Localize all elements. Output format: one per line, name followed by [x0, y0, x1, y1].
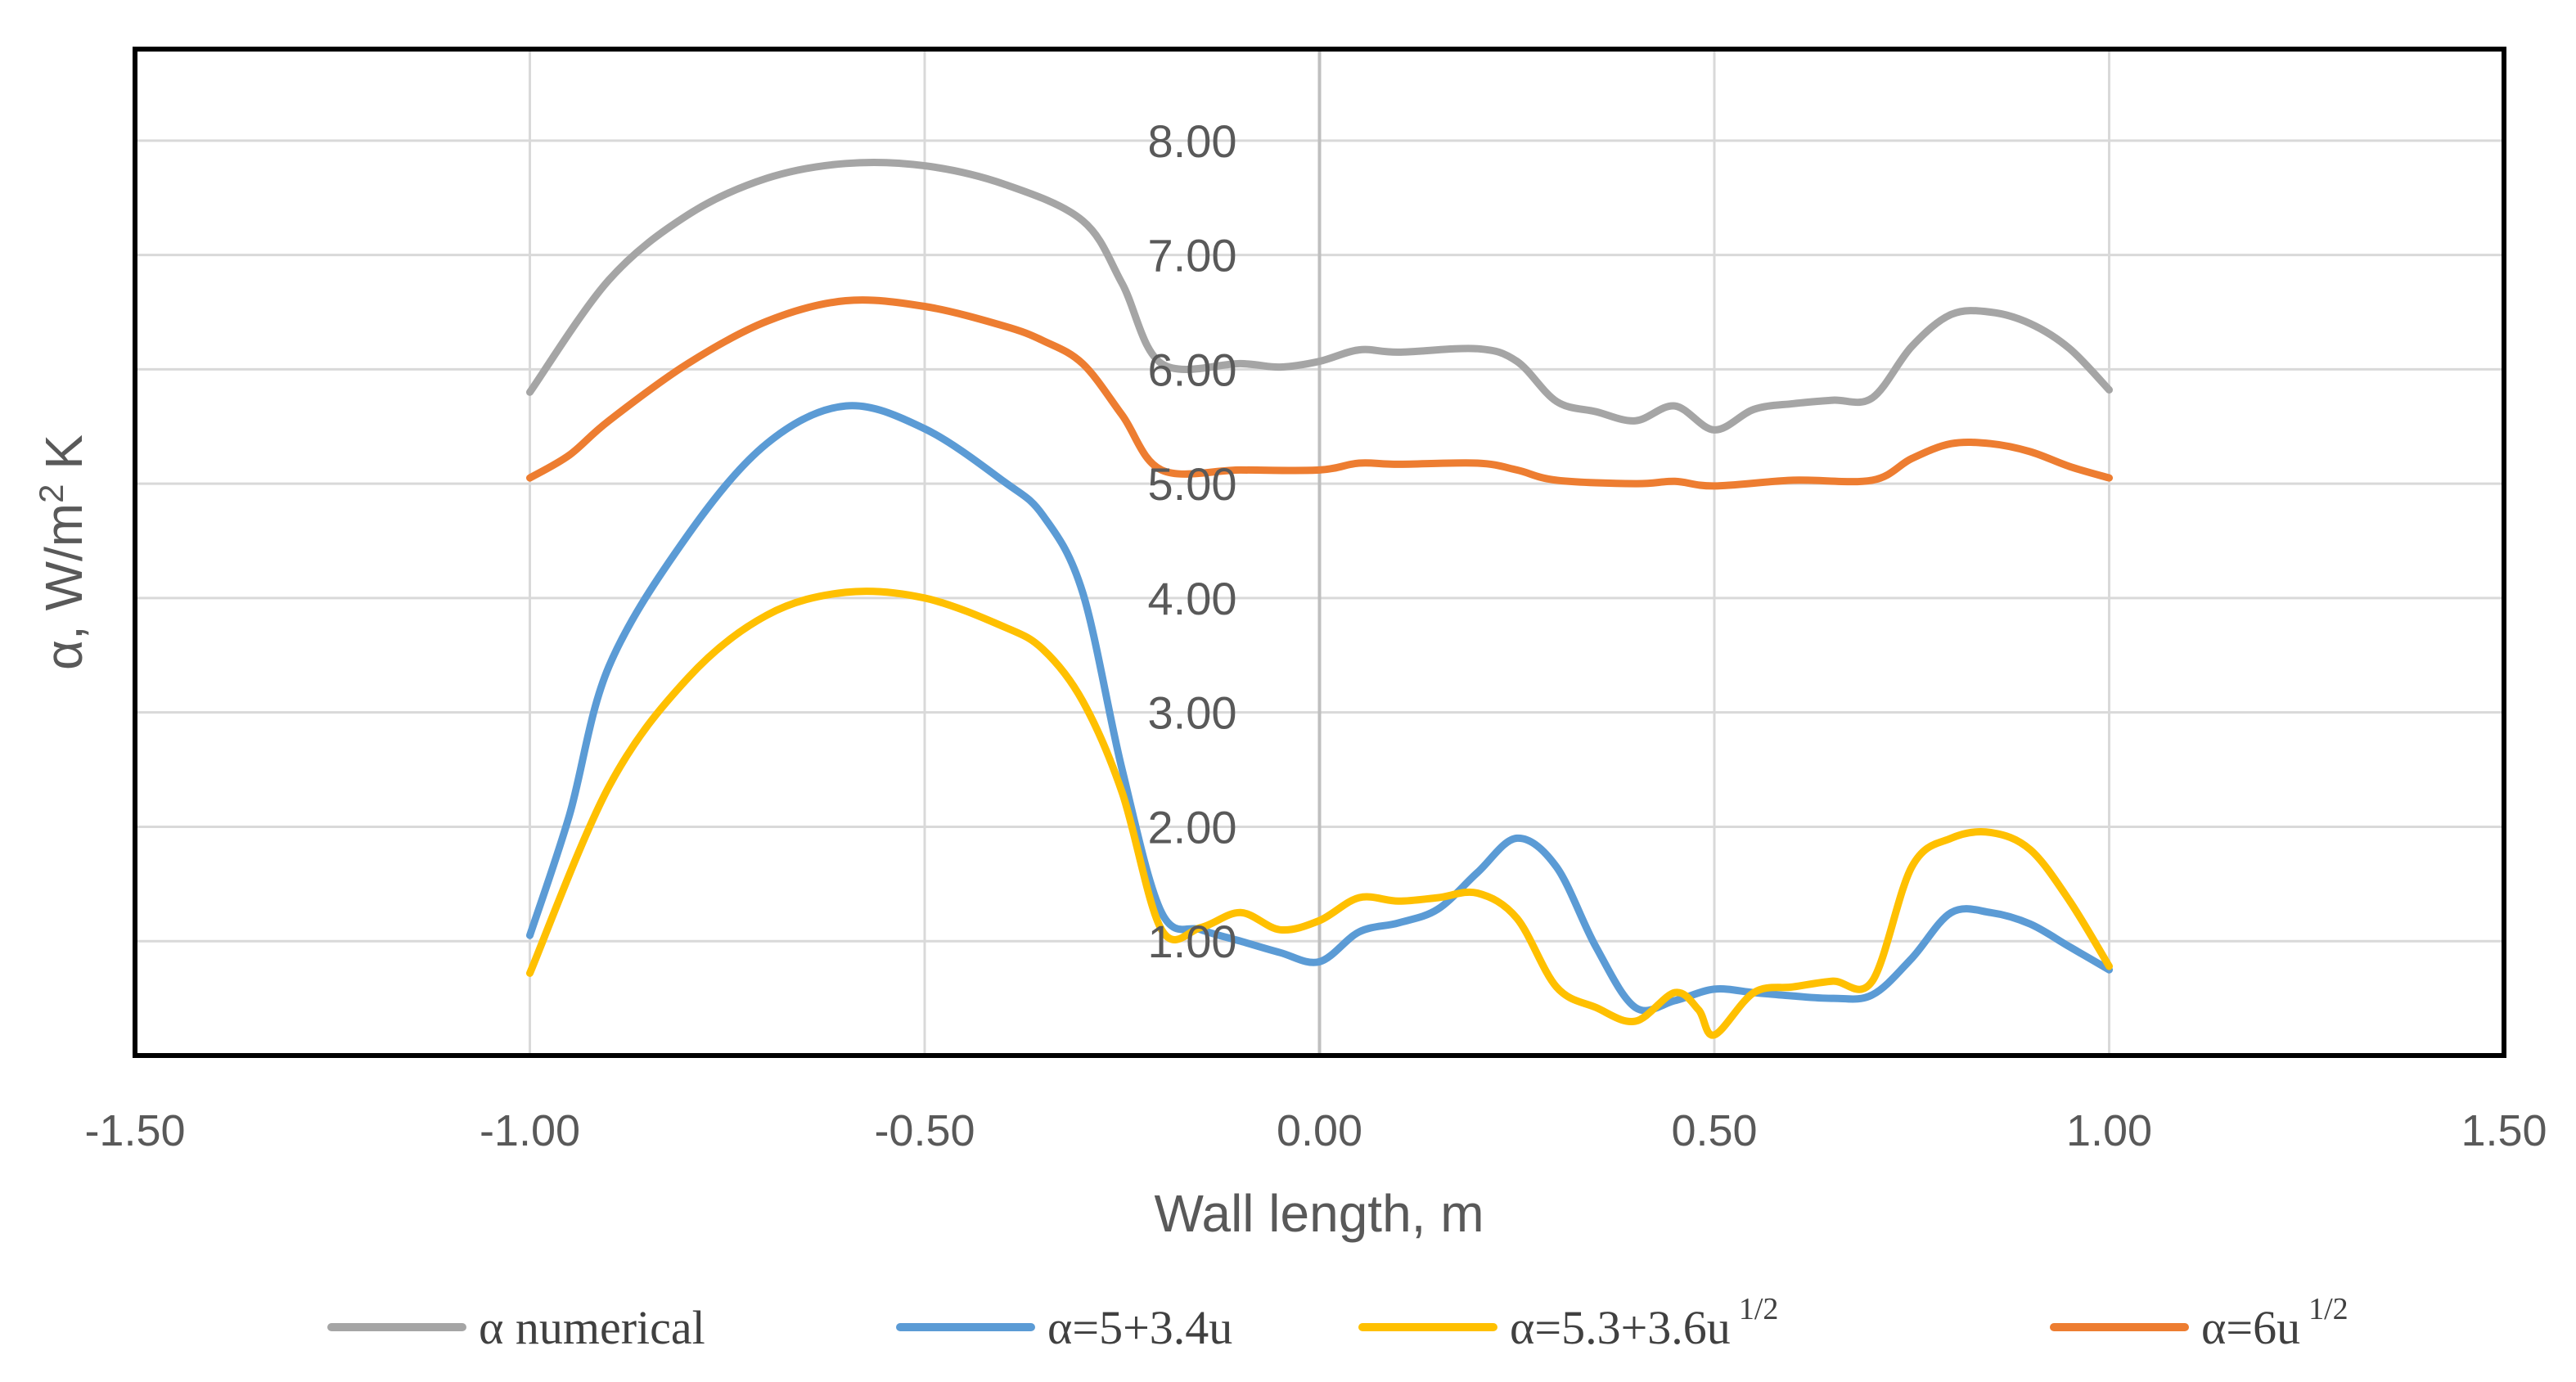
legend-label: α=5.3+3.6u 1/2 [1510, 1292, 1778, 1354]
series-line-sqrt-fit [526, 587, 2113, 1039]
y-tick-label: 3.00 [1148, 687, 1237, 739]
y-axis-title: α, W/m2 K [32, 434, 94, 670]
legend-label: α=5+3.4u [1047, 1301, 1232, 1354]
y-axis-title-tail: K [34, 434, 93, 484]
series-line-linear [526, 402, 2113, 1015]
legend-label-main: α=6u [2201, 1301, 2300, 1354]
x-tick-label: -1.50 [84, 1106, 185, 1155]
series-line-6sqrt [526, 296, 2113, 490]
y-tick-label: 4.00 [1148, 573, 1237, 624]
y-tick-label: 7.00 [1148, 230, 1237, 281]
y-tick-label: 5.00 [1148, 458, 1237, 510]
grid-lines [133, 49, 2506, 1056]
x-tick-labels: -1.50 -1.00 -0.50 0.00 0.50 1.00 1.50 [84, 1106, 2547, 1155]
y-tick-label: 6.00 [1148, 344, 1237, 395]
x-tick-label: -0.50 [874, 1106, 975, 1155]
x-tick-label: 0.50 [1671, 1106, 1757, 1155]
y-tick-label: 2.00 [1148, 801, 1237, 853]
legend: α numerical α=5+3.4u α=5.3+3.6u 1/2 α=6u 1/2 [327, 1292, 2349, 1354]
legend-item-sqrt-fit: α=5.3+3.6u 1/2 [1358, 1292, 1778, 1354]
series-line-numerical [526, 158, 2113, 434]
legend-label: α=6u 1/2 [2201, 1292, 2349, 1354]
x-tick-label: -1.00 [480, 1106, 580, 1155]
legend-label-main: α numerical [479, 1301, 705, 1354]
y-tick-label: 8.00 [1148, 115, 1237, 167]
y-tick-labels: 1.00 2.00 3.00 4.00 5.00 6.00 7.00 8.00 [1148, 115, 1237, 967]
legend-label-main: α=5+3.4u [1047, 1301, 1232, 1354]
plot-area-frame [133, 47, 2506, 1058]
legend-label-sup: 1/2 [2308, 1292, 2349, 1326]
y-axis-title-base: α, W/m [34, 503, 93, 670]
y-tick-label: 1.00 [1148, 916, 1237, 967]
x-tick-label: 0.00 [1277, 1106, 1362, 1155]
x-axis-title: Wall length, m [1154, 1184, 1484, 1243]
legend-label-sup: 1/2 [1739, 1292, 1779, 1326]
x-tick-label: 1.50 [2461, 1106, 2547, 1155]
legend-label-main: α=5.3+3.6u [1510, 1301, 1731, 1354]
y-axis-title-sup: 2 [32, 484, 70, 503]
legend-item-numerical: α numerical [327, 1301, 705, 1354]
legend-item-linear: α=5+3.4u [896, 1301, 1232, 1354]
legend-item-6sqrt: α=6u 1/2 [2050, 1292, 2349, 1354]
x-tick-label: 1.00 [2066, 1106, 2152, 1155]
series-lines [526, 158, 2113, 1039]
legend-label: α numerical [479, 1301, 705, 1354]
